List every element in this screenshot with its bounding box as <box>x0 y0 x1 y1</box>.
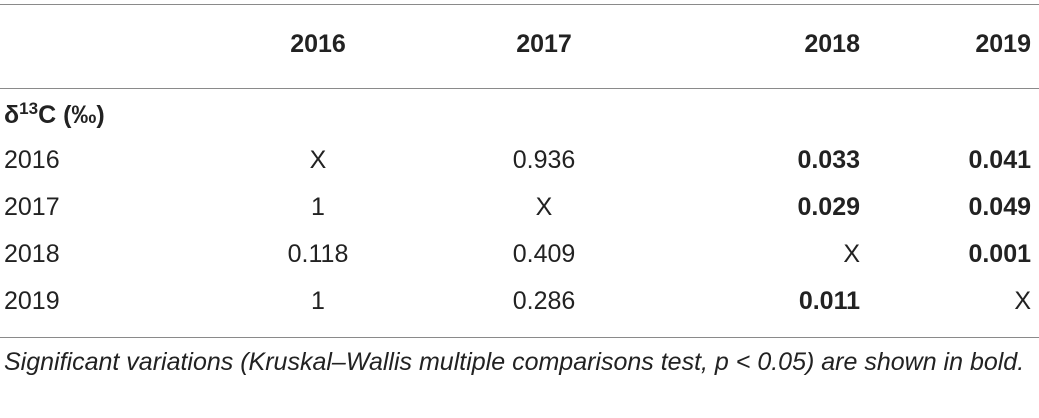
table-row: 2019 1 0.286 0.011 X <box>0 278 1039 324</box>
header-cell-2019: 2019 <box>975 30 1031 58</box>
table-cell-significant: 0.033 <box>797 146 860 174</box>
table-cell: 1 <box>311 287 325 315</box>
table-cell: 1 <box>311 193 325 221</box>
section-suffix: C (‰) <box>38 101 105 129</box>
header-cell-2017: 2017 <box>516 30 572 58</box>
table-cell: X <box>1014 287 1031 315</box>
table-top-rule <box>0 4 1039 5</box>
row-label: 2019 <box>4 287 60 315</box>
table-cell: 0.118 <box>287 240 349 268</box>
table-cell: 0.286 <box>512 287 576 315</box>
table-header-rule <box>0 88 1039 89</box>
table-cell-significant: 0.011 <box>798 287 860 315</box>
row-label: 2017 <box>4 193 60 221</box>
table-cell-significant: 0.049 <box>968 193 1031 221</box>
section-symbol: δ <box>4 101 20 129</box>
table-row: 2016 X 0.936 0.033 0.041 <box>0 137 1039 183</box>
table-cell-significant: 0.029 <box>797 193 860 221</box>
row-label: 2018 <box>4 240 60 268</box>
section-label-row: δ13C (‰) <box>0 92 1039 138</box>
section-label: δ13C (‰) <box>4 92 105 138</box>
section-superscript: 13 <box>19 99 39 118</box>
table-cell: 0.936 <box>512 146 576 174</box>
table-cell: 0.409 <box>512 240 576 268</box>
table-header-row: 2016 2017 2018 2019 <box>0 21 1039 67</box>
table-row: 2017 1 X 0.029 0.049 <box>0 184 1039 230</box>
table-row: 2018 0.118 0.409 X 0.001 <box>0 231 1039 277</box>
table-cell: X <box>309 146 327 174</box>
table-cell-significant: 0.001 <box>968 240 1031 268</box>
table-bottom-rule <box>0 337 1039 338</box>
table-footnote: Significant variations (Kruskal–Wallis m… <box>4 348 1025 376</box>
table-cell: X <box>843 240 860 268</box>
table-cell-significant: 0.041 <box>968 146 1031 174</box>
header-cell-2016: 2016 <box>290 30 346 58</box>
header-cell-2018: 2018 <box>804 30 860 58</box>
row-label: 2016 <box>4 146 60 174</box>
table-cell: X <box>535 193 553 221</box>
